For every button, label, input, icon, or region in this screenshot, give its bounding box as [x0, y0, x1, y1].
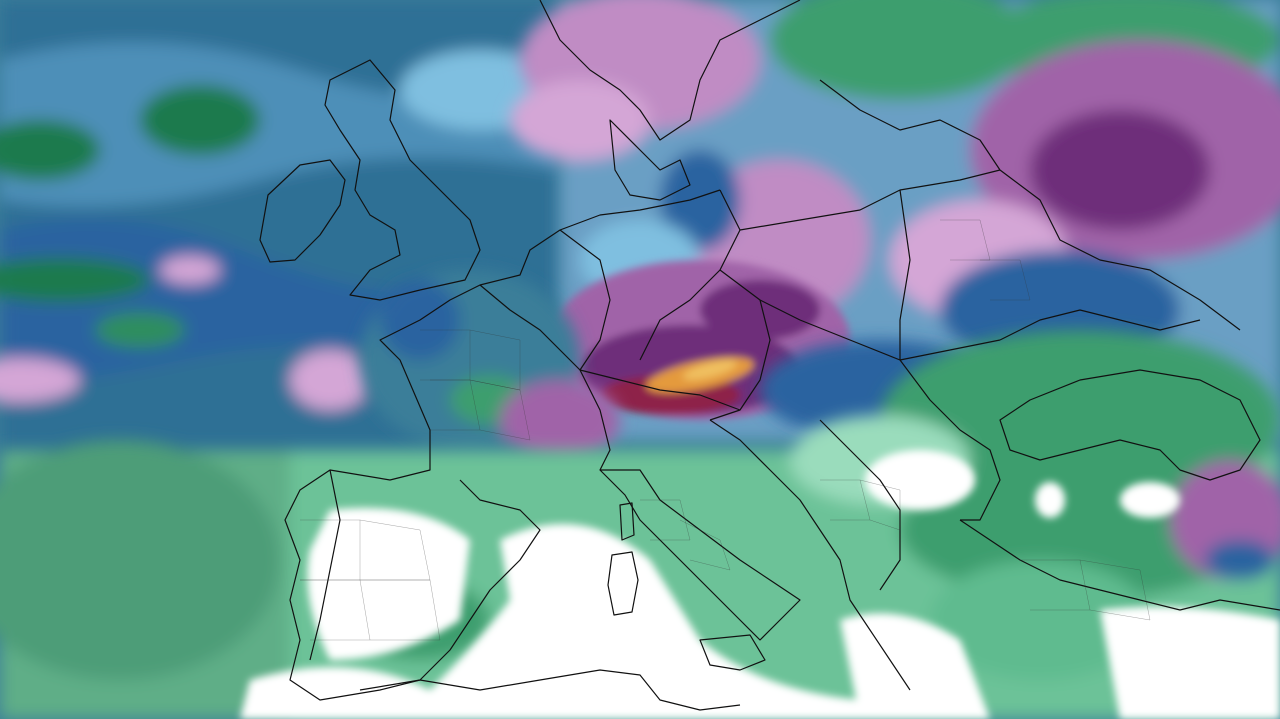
border-east-1 — [999, 169, 1241, 331]
field-dry-areas — [240, 450, 1280, 719]
coastline-continent-west — [284, 189, 721, 701]
border-central-3 — [739, 169, 1001, 231]
coastline-scandinavia — [539, 0, 801, 141]
admin-regions — [300, 219, 1151, 641]
coastline-adriatic — [709, 419, 911, 691]
coastline-ireland — [259, 159, 346, 263]
border-east-2 — [999, 309, 1201, 341]
coastline-north-africa — [359, 669, 741, 711]
border-central-6 — [709, 299, 771, 421]
border-balkans-1 — [819, 419, 901, 591]
border-central-7 — [579, 369, 741, 411]
border-balkans-2 — [899, 359, 1001, 521]
coastline-denmark — [609, 119, 691, 201]
border-central-2 — [639, 189, 741, 361]
coastline-sardinia — [607, 551, 639, 616]
border-central-5 — [899, 189, 911, 360]
coastline-great-britain — [324, 59, 481, 301]
border-iberia — [309, 469, 341, 661]
coastline-black-sea — [999, 369, 1261, 481]
coastline-aegean — [959, 519, 1280, 611]
field-north-atlantic — [0, 0, 560, 470]
border-central-1 — [559, 229, 611, 371]
coastline-italy — [599, 469, 801, 641]
border-central-8 — [479, 284, 611, 471]
coastline-corsica — [619, 502, 635, 541]
borders — [259, 0, 1280, 711]
coastline-sicily — [699, 634, 766, 671]
border-baltic — [819, 79, 1001, 171]
